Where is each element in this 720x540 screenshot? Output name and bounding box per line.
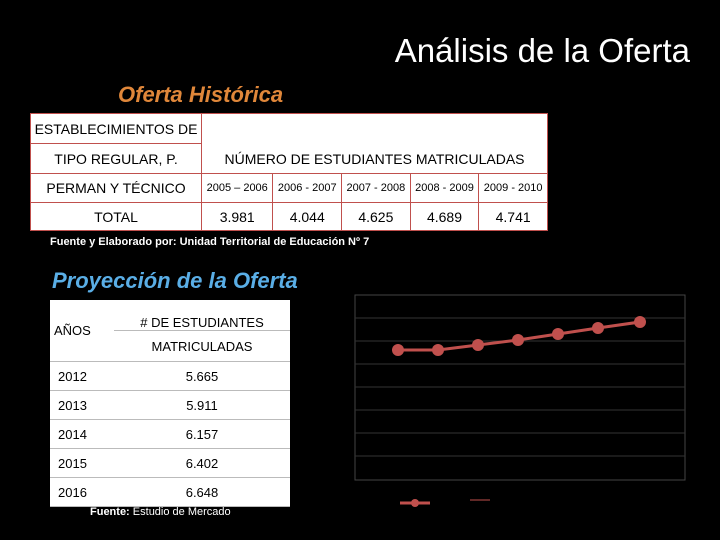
table-row: 2014 6.157 [50,419,290,449]
header-cell: AÑOS [50,300,114,362]
source-note: Fuente: Estudio de Mercado [90,506,231,518]
year-header: 2007 - 2008 [341,173,411,203]
value-cell: 6.402 [114,448,290,478]
year-cell: 2015 [50,448,114,478]
header-cell: # DE ESTUDIANTES [114,300,290,331]
value-cell: 3.981 [200,202,274,231]
value-cell: 4.741 [478,202,548,231]
year-cell: 2012 [50,361,114,391]
year-cell: 2014 [50,419,114,449]
projection-chart [354,294,686,507]
table-row: 2015 6.402 [50,448,290,478]
value-cell: 6.648 [114,477,290,507]
source-label: Fuente: [90,506,130,518]
year-header: 2006 - 2007 [272,173,343,203]
historic-table: ESTABLECIMIENTOS DE NÚMERO DE ESTUDIANTE… [30,113,548,231]
year-header: 2005 – 2006 [200,173,274,203]
header-cell: PERMAN Y TÉCNICO [30,173,202,203]
header-cell: MATRICULADAS [114,330,290,362]
value-cell: 5.911 [114,390,290,420]
grid [355,317,685,457]
section-title: Oferta Histórica [118,82,284,107]
table-row: 2013 5.911 [50,390,290,420]
header-cell: ESTABLECIMIENTOS DE [30,113,202,144]
projection-table: AÑOS # DE ESTUDIANTES MATRICULADAS 2012 5… [50,300,290,507]
year-header: 2008 - 2009 [409,173,480,203]
row-label: TOTAL [30,202,202,231]
source-text: Estudio de Mercado [132,506,231,518]
year-cell: 2016 [50,477,114,507]
header-cell: NÚMERO DE ESTUDIANTES MATRICULADAS [201,113,548,174]
year-header: 2009 - 2010 [478,173,548,203]
slide-title: Análisis de la Oferta [394,32,690,69]
table-row: 2012 5.665 [50,361,290,391]
value-cell: 4.044 [272,202,343,231]
value-cell: 4.625 [341,202,411,231]
table-row: 2016 6.648 [50,477,290,507]
value-cell: 6.157 [114,419,290,449]
legend-swatch [411,499,419,507]
value-cell: 5.665 [114,361,290,391]
header-cell: TIPO REGULAR, P. [30,143,202,174]
section-title: Proyección de la Oferta [52,268,298,293]
trend-markers [392,316,646,356]
source-note: Fuente y Elaborado por: Unidad Territori… [50,236,370,248]
year-cell: 2013 [50,390,114,420]
value-cell: 4.689 [409,202,480,231]
